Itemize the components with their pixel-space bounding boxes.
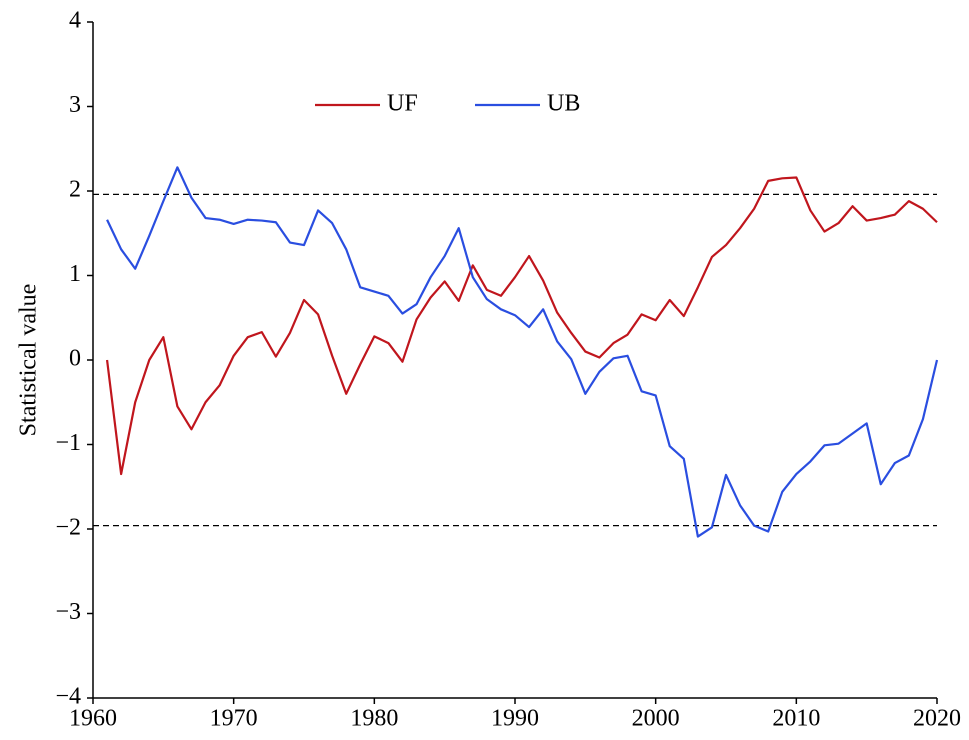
y-tick-label: 3 (69, 92, 81, 118)
y-tick-label: 4 (69, 8, 81, 34)
y-tick-label: −2 (55, 515, 81, 541)
x-tick-label: 1960 (69, 706, 117, 732)
x-tick-label: 2000 (632, 706, 680, 732)
y-axis-label: Statistical value (16, 284, 42, 437)
data-line (106, 166, 939, 538)
x-tick-label: 1980 (350, 706, 398, 732)
y-tick-label: −4 (55, 684, 81, 710)
y-tick-label: −1 (55, 430, 81, 456)
y-tick-label: 1 (69, 261, 81, 287)
legend-label: UF (387, 91, 418, 117)
data-line (105, 176, 938, 476)
legend-label: UB (547, 91, 580, 117)
y-tick-label: 2 (69, 177, 81, 203)
x-tick-label: 2010 (772, 706, 820, 732)
x-tick-label: 1970 (210, 706, 258, 732)
x-tick-label: 1990 (491, 706, 539, 732)
y-tick-label: −3 (55, 599, 81, 625)
x-tick-label: 2020 (913, 706, 961, 732)
y-tick-label: 0 (69, 346, 81, 372)
